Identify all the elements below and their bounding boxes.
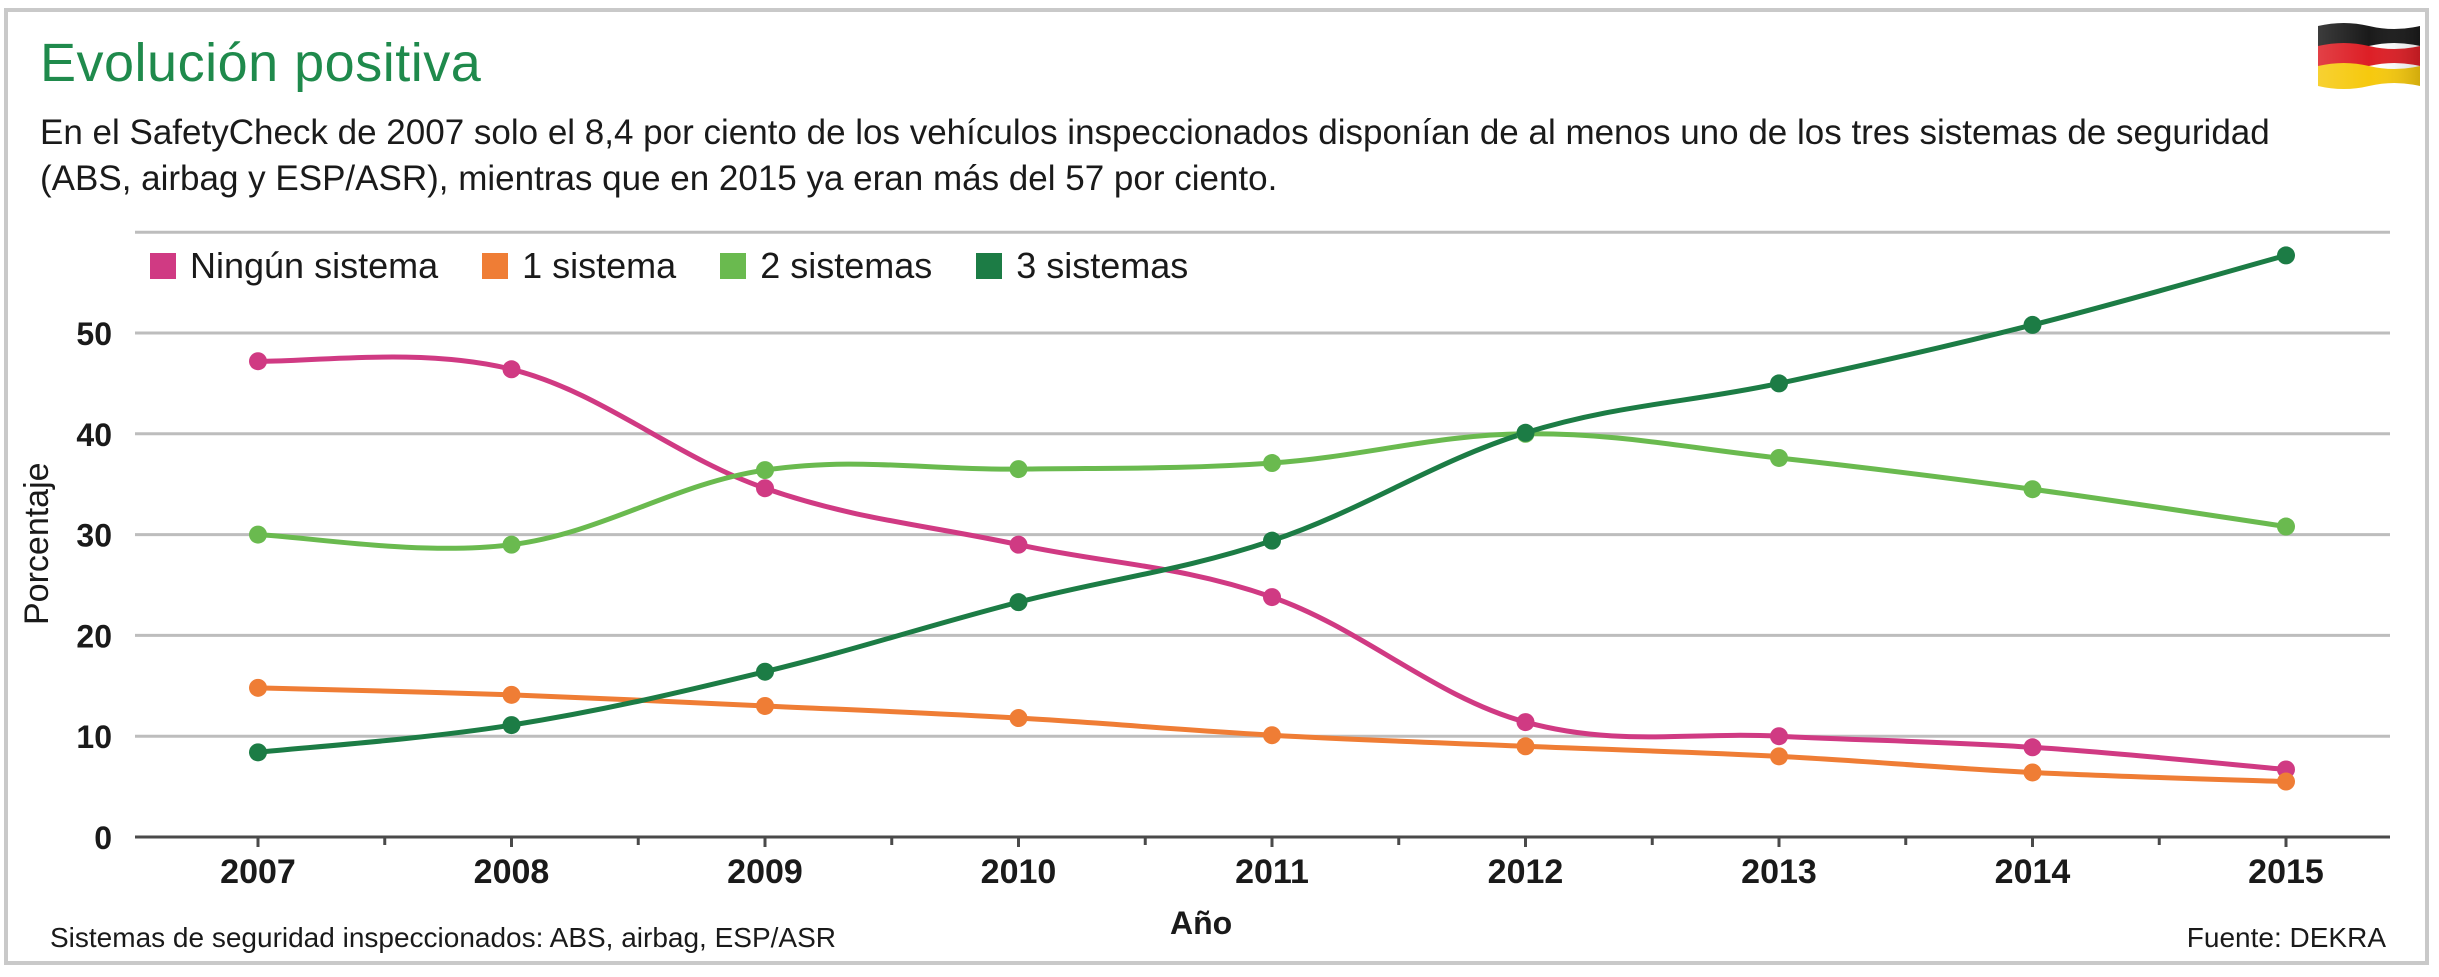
data-point-3-sistemas-2011 [1263, 531, 1281, 550]
data-point-ningun-sistema-2011 [1263, 588, 1281, 607]
x-tick-labels: 2007 2008 2009 2010 2011 2012 2013 2014 2015 [220, 853, 2324, 891]
legend-swatch [976, 253, 1003, 279]
chart-subtitle: En el SafetyCheck de 2007 solo el 8,4 po… [40, 113, 2270, 198]
legend-item: 2 sistemas [720, 245, 932, 287]
x-tick-label: 2007 [220, 853, 296, 891]
data-point-2-sistemas-2014 [2023, 480, 2042, 499]
series-line-ningun-sistema [257, 354, 2287, 772]
chart-title: Evolución positiva [40, 33, 482, 93]
legend-label: 3 sistemas [1016, 245, 1189, 286]
legend-label: 2 sistemas [760, 245, 933, 286]
y-tick-label: 0 [94, 820, 112, 856]
footnote: Sistemas de seguridad inspeccionados: AB… [50, 922, 836, 953]
data-point-2-sistemas-2015 [2277, 517, 2295, 536]
legend-item: Ningún sistema [150, 245, 438, 287]
data-point-1-sistema-2008 [502, 685, 521, 704]
data-point-ningun-sistema-2010 [1009, 535, 1028, 554]
y-tick-label: 40 [76, 417, 112, 453]
data-point-1-sistema-2007 [249, 678, 267, 697]
y-tick-label: 20 [76, 618, 112, 654]
data-point-3-sistemas-2009 [756, 662, 774, 681]
y-axis-label: Porcentaje [18, 462, 56, 625]
y-tick-labels: 0 10 20 30 40 50 [76, 316, 112, 856]
chart-frame [4, 8, 2429, 965]
data-point-2-sistemas-2011 [1263, 454, 1281, 473]
legend-swatch [150, 253, 176, 279]
data-point-3-sistemas-2013 [1770, 374, 1788, 393]
source-note: Fuente: DEKRA [2186, 922, 2386, 953]
data-point-3-sistemas-2008 [502, 716, 521, 735]
series-points [249, 246, 2295, 791]
grid-lines [135, 230, 2390, 847]
x-tick-label: 2008 [474, 853, 550, 891]
legend-swatch [482, 253, 509, 279]
data-point-1-sistema-2014 [2023, 763, 2042, 782]
data-point-2-sistemas-2008 [502, 535, 521, 554]
data-point-ningun-sistema-2008 [502, 360, 521, 379]
series-line-2-sistemas [257, 431, 2287, 551]
y-tick-label: 30 [76, 518, 112, 554]
data-point-1-sistema-2011 [1263, 726, 1281, 745]
legend-label: Ningún sistema [190, 245, 439, 286]
data-point-3-sistemas-2007 [249, 743, 267, 762]
legend-swatch [720, 253, 747, 279]
chart-legend: Ningún sistema 1 sistema 2 sistemas 3 siste… [150, 245, 1188, 287]
x-tick-label: 2013 [1741, 853, 1817, 891]
x-tick-label: 2014 [1995, 853, 2071, 891]
data-point-2-sistemas-2009 [756, 461, 774, 480]
data-point-3-sistemas-2012 [1516, 423, 1535, 442]
x-tick-label: 2010 [981, 853, 1057, 891]
data-point-ningun-sistema-2007 [249, 352, 267, 371]
data-point-ningun-sistema-2012 [1516, 713, 1535, 732]
data-point-1-sistema-2009 [756, 696, 774, 715]
data-point-1-sistema-2012 [1516, 737, 1535, 756]
x-tick-label: 2011 [1235, 853, 1309, 891]
x-tick-label: 2015 [2248, 853, 2324, 891]
data-point-3-sistemas-2014 [2023, 315, 2042, 334]
data-point-ningun-sistema-2014 [2023, 738, 2042, 757]
data-point-3-sistemas-2010 [1009, 593, 1028, 612]
data-point-2-sistemas-2010 [1009, 460, 1028, 479]
data-point-3-sistemas-2015 [2277, 246, 2295, 265]
data-point-1-sistema-2013 [1770, 747, 1788, 766]
legend-item: 1 sistema [482, 245, 676, 287]
y-tick-label: 10 [76, 719, 112, 755]
germany-flag-icon [2318, 23, 2420, 89]
x-tick-label: 2012 [1488, 853, 1564, 891]
data-point-2-sistemas-2013 [1770, 448, 1788, 467]
legend-label: 1 sistema [522, 245, 677, 286]
legend-item: 3 sistemas [976, 245, 1188, 287]
data-point-ningun-sistema-2009 [756, 479, 774, 498]
data-point-2-sistemas-2007 [249, 525, 267, 544]
x-axis-label: Año [1170, 905, 1233, 941]
data-point-ningun-sistema-2013 [1770, 727, 1788, 746]
data-point-1-sistema-2015 [2277, 772, 2295, 791]
x-tick-label: 2009 [727, 853, 803, 891]
data-point-1-sistema-2010 [1009, 709, 1028, 728]
y-tick-label: 50 [76, 316, 112, 352]
series-line-3-sistemas [257, 252, 2287, 755]
